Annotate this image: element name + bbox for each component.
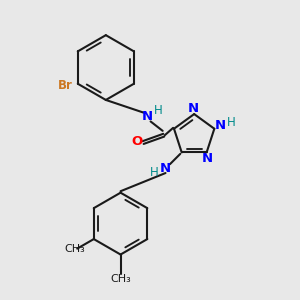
Text: Br: Br xyxy=(58,79,73,92)
Text: CH₃: CH₃ xyxy=(110,274,131,284)
Text: N: N xyxy=(215,119,226,132)
Text: N: N xyxy=(142,110,153,123)
Text: H: H xyxy=(154,104,163,117)
Text: H: H xyxy=(150,166,159,179)
Text: N: N xyxy=(202,152,213,165)
Text: CH₃: CH₃ xyxy=(64,244,85,254)
Text: N: N xyxy=(188,102,199,115)
Text: O: O xyxy=(132,135,143,148)
Text: N: N xyxy=(159,162,170,175)
Text: H: H xyxy=(227,116,236,129)
